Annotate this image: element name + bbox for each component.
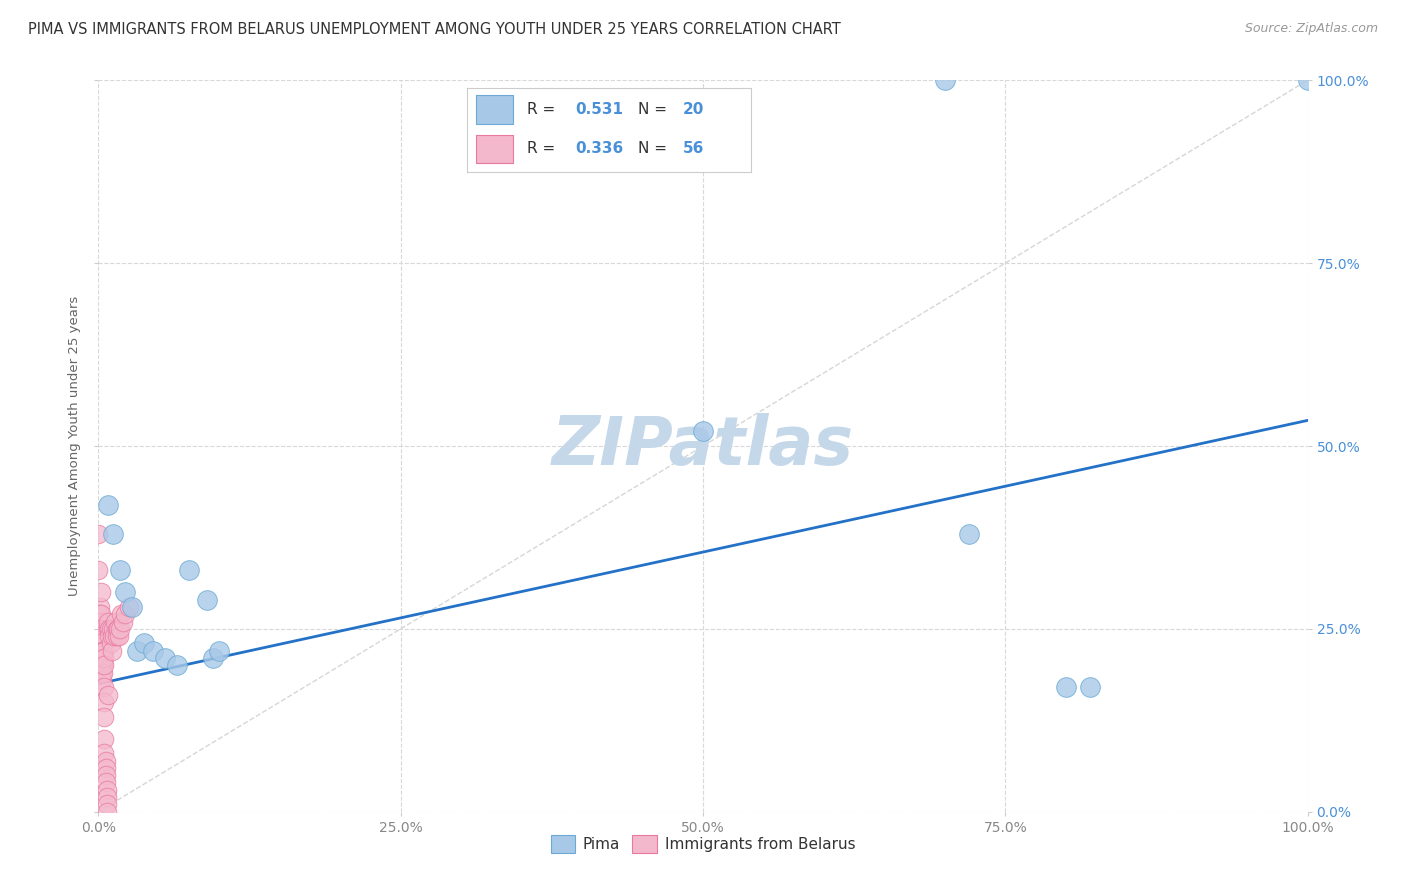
Legend: Pima, Immigrants from Belarus: Pima, Immigrants from Belarus <box>544 829 862 859</box>
Point <box>91 665 114 680</box>
Point <box>114 607 136 622</box>
Point <box>96 782 118 797</box>
Point <box>114 585 136 599</box>
Point <box>91 651 114 665</box>
Point <box>90 607 112 622</box>
Point <box>89 615 111 629</box>
Point <box>105 622 128 636</box>
Point <box>90 636 112 650</box>
Point <box>110 607 132 622</box>
Point <box>153 651 176 665</box>
Point <box>97 688 120 702</box>
Point <box>101 526 124 541</box>
Point <box>93 658 115 673</box>
Point <box>94 761 117 775</box>
Point <box>91 644 114 658</box>
Point <box>166 658 188 673</box>
Point <box>121 599 143 614</box>
Point <box>202 651 225 665</box>
Point <box>195 592 218 607</box>
Point <box>93 709 115 723</box>
Point <box>127 644 149 658</box>
Point <box>100 622 122 636</box>
Point <box>107 622 129 636</box>
Point <box>94 768 117 782</box>
Point <box>93 644 115 658</box>
Y-axis label: Unemployment Among Youth under 25 years: Unemployment Among Youth under 25 years <box>67 296 82 596</box>
Point <box>1054 681 1077 695</box>
Point <box>111 615 134 629</box>
Point <box>96 805 118 819</box>
Point <box>134 636 156 650</box>
Point <box>91 651 114 665</box>
Point <box>98 622 121 636</box>
Point <box>101 622 124 636</box>
Point <box>93 731 115 746</box>
Text: Source: ZipAtlas.com: Source: ZipAtlas.com <box>1244 22 1378 36</box>
Point <box>93 651 115 665</box>
Point <box>108 629 131 643</box>
Point <box>208 644 231 658</box>
Point <box>105 629 128 643</box>
Point <box>692 425 714 439</box>
Point <box>118 599 141 614</box>
Point <box>100 629 122 643</box>
Point <box>94 754 117 768</box>
Point <box>93 695 115 709</box>
Point <box>87 563 110 577</box>
Point <box>91 658 114 673</box>
Point <box>89 599 111 614</box>
Point <box>179 563 201 577</box>
Point <box>91 665 114 680</box>
Text: PIMA VS IMMIGRANTS FROM BELARUS UNEMPLOYMENT AMONG YOUTH UNDER 25 YEARS CORRELAT: PIMA VS IMMIGRANTS FROM BELARUS UNEMPLOY… <box>28 22 841 37</box>
Point <box>934 73 956 87</box>
Point <box>108 563 131 577</box>
Point <box>108 622 131 636</box>
Point <box>91 644 114 658</box>
Point <box>96 790 118 805</box>
Point <box>100 636 122 650</box>
Point <box>957 526 980 541</box>
Point <box>89 607 111 622</box>
Point <box>103 629 125 643</box>
Point <box>104 615 127 629</box>
Point <box>97 498 120 512</box>
Point <box>1296 73 1319 87</box>
Point <box>97 615 120 629</box>
Point <box>96 797 118 812</box>
Point <box>91 673 114 687</box>
Point <box>90 585 112 599</box>
Point <box>91 658 114 673</box>
Point <box>1078 681 1101 695</box>
Point <box>90 629 112 643</box>
Point <box>100 644 122 658</box>
Point <box>90 622 112 636</box>
Point <box>97 622 120 636</box>
Text: ZIPatlas: ZIPatlas <box>553 413 853 479</box>
Point <box>142 644 165 658</box>
Point <box>93 681 115 695</box>
Point <box>93 746 115 760</box>
Point <box>98 629 121 643</box>
Point <box>87 526 110 541</box>
Point <box>94 775 117 789</box>
